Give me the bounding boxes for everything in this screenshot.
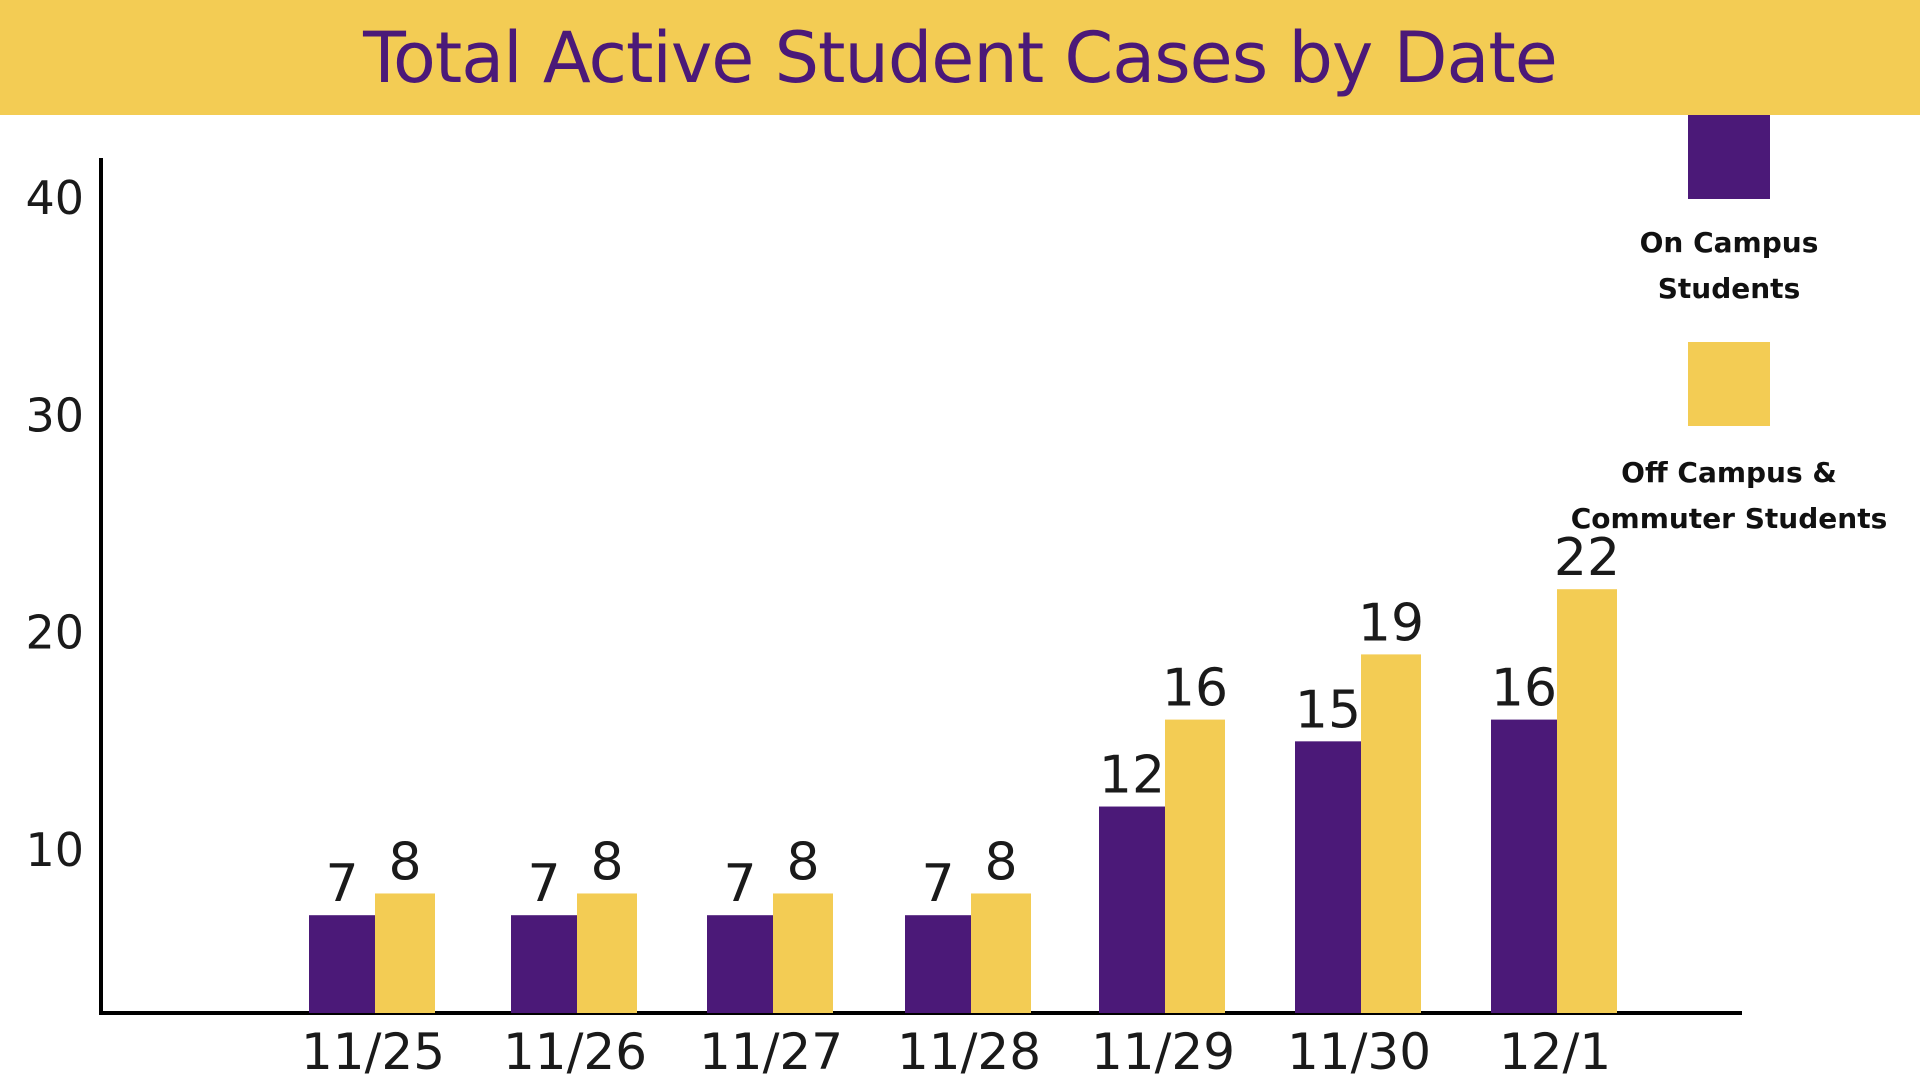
bar-on-campus-11-26 — [511, 915, 577, 1013]
y-tick-label-10: 10 — [25, 823, 84, 877]
legend-swatch-off-campus — [1688, 342, 1770, 426]
data-label-off-campus-11-29: 16 — [1162, 659, 1228, 719]
x-tick-label-11-28: 11/28 — [897, 1023, 1041, 1080]
bar-off-campus-12-1 — [1557, 589, 1617, 1013]
data-label-off-campus-11-27: 8 — [786, 832, 819, 892]
y-tick-label-40: 40 — [25, 171, 84, 225]
data-label-off-campus-11-25: 8 — [388, 832, 421, 892]
data-label-on-campus-11-25: 7 — [325, 854, 358, 914]
bar-on-campus-11-29 — [1099, 806, 1165, 1013]
legend-label-off-campus-line-1: Off Campus & — [1621, 456, 1837, 489]
data-label-on-campus-11-27: 7 — [723, 854, 756, 914]
y-tick-label-20: 20 — [25, 606, 84, 660]
bar-on-campus-11-25 — [309, 915, 375, 1013]
bar-on-campus-11-28 — [905, 915, 971, 1013]
data-label-off-campus-11-26: 8 — [590, 832, 623, 892]
data-label-off-campus-11-30: 19 — [1358, 593, 1424, 653]
legend-label-off-campus-line-2: Commuter Students — [1571, 502, 1888, 535]
data-label-on-campus-12-1: 16 — [1491, 659, 1557, 719]
bar-off-campus-11-28 — [971, 893, 1031, 1013]
x-tick-label-11-25: 11/25 — [301, 1023, 445, 1080]
x-tick-label-11-26: 11/26 — [503, 1023, 647, 1080]
data-label-on-campus-11-30: 15 — [1295, 680, 1361, 740]
bar-off-campus-11-26 — [577, 893, 637, 1013]
bar-off-campus-11-27 — [773, 893, 833, 1013]
x-tick-label-12-1: 12/1 — [1499, 1023, 1611, 1080]
data-label-off-campus-12-1: 22 — [1554, 528, 1620, 588]
x-tick-label-11-30: 11/30 — [1287, 1023, 1431, 1080]
bar-off-campus-11-30 — [1361, 654, 1421, 1013]
bar-off-campus-11-29 — [1165, 719, 1225, 1013]
legend-label-on-campus-line-2: Students — [1658, 272, 1801, 305]
chart-title: Total Active Student Cases by Date — [363, 16, 1558, 99]
bar-on-campus-11-27 — [707, 915, 773, 1013]
legend-swatch-on-campus — [1688, 115, 1770, 199]
data-label-on-campus-11-28: 7 — [921, 854, 954, 914]
legend-label-on-campus-line-1: On Campus — [1640, 226, 1819, 259]
x-tick-label-11-27: 11/27 — [699, 1023, 843, 1080]
bar-off-campus-11-25 — [375, 893, 435, 1013]
x-tick-label-11-29: 11/29 — [1091, 1023, 1235, 1080]
data-label-off-campus-11-28: 8 — [984, 832, 1017, 892]
bar-on-campus-12-1 — [1491, 719, 1557, 1013]
data-label-on-campus-11-29: 12 — [1099, 746, 1165, 806]
data-label-on-campus-11-26: 7 — [527, 854, 560, 914]
bar-on-campus-11-30 — [1295, 741, 1361, 1013]
y-tick-label-30: 30 — [25, 388, 84, 442]
title-band: Total Active Student Cases by Date — [0, 0, 1920, 115]
